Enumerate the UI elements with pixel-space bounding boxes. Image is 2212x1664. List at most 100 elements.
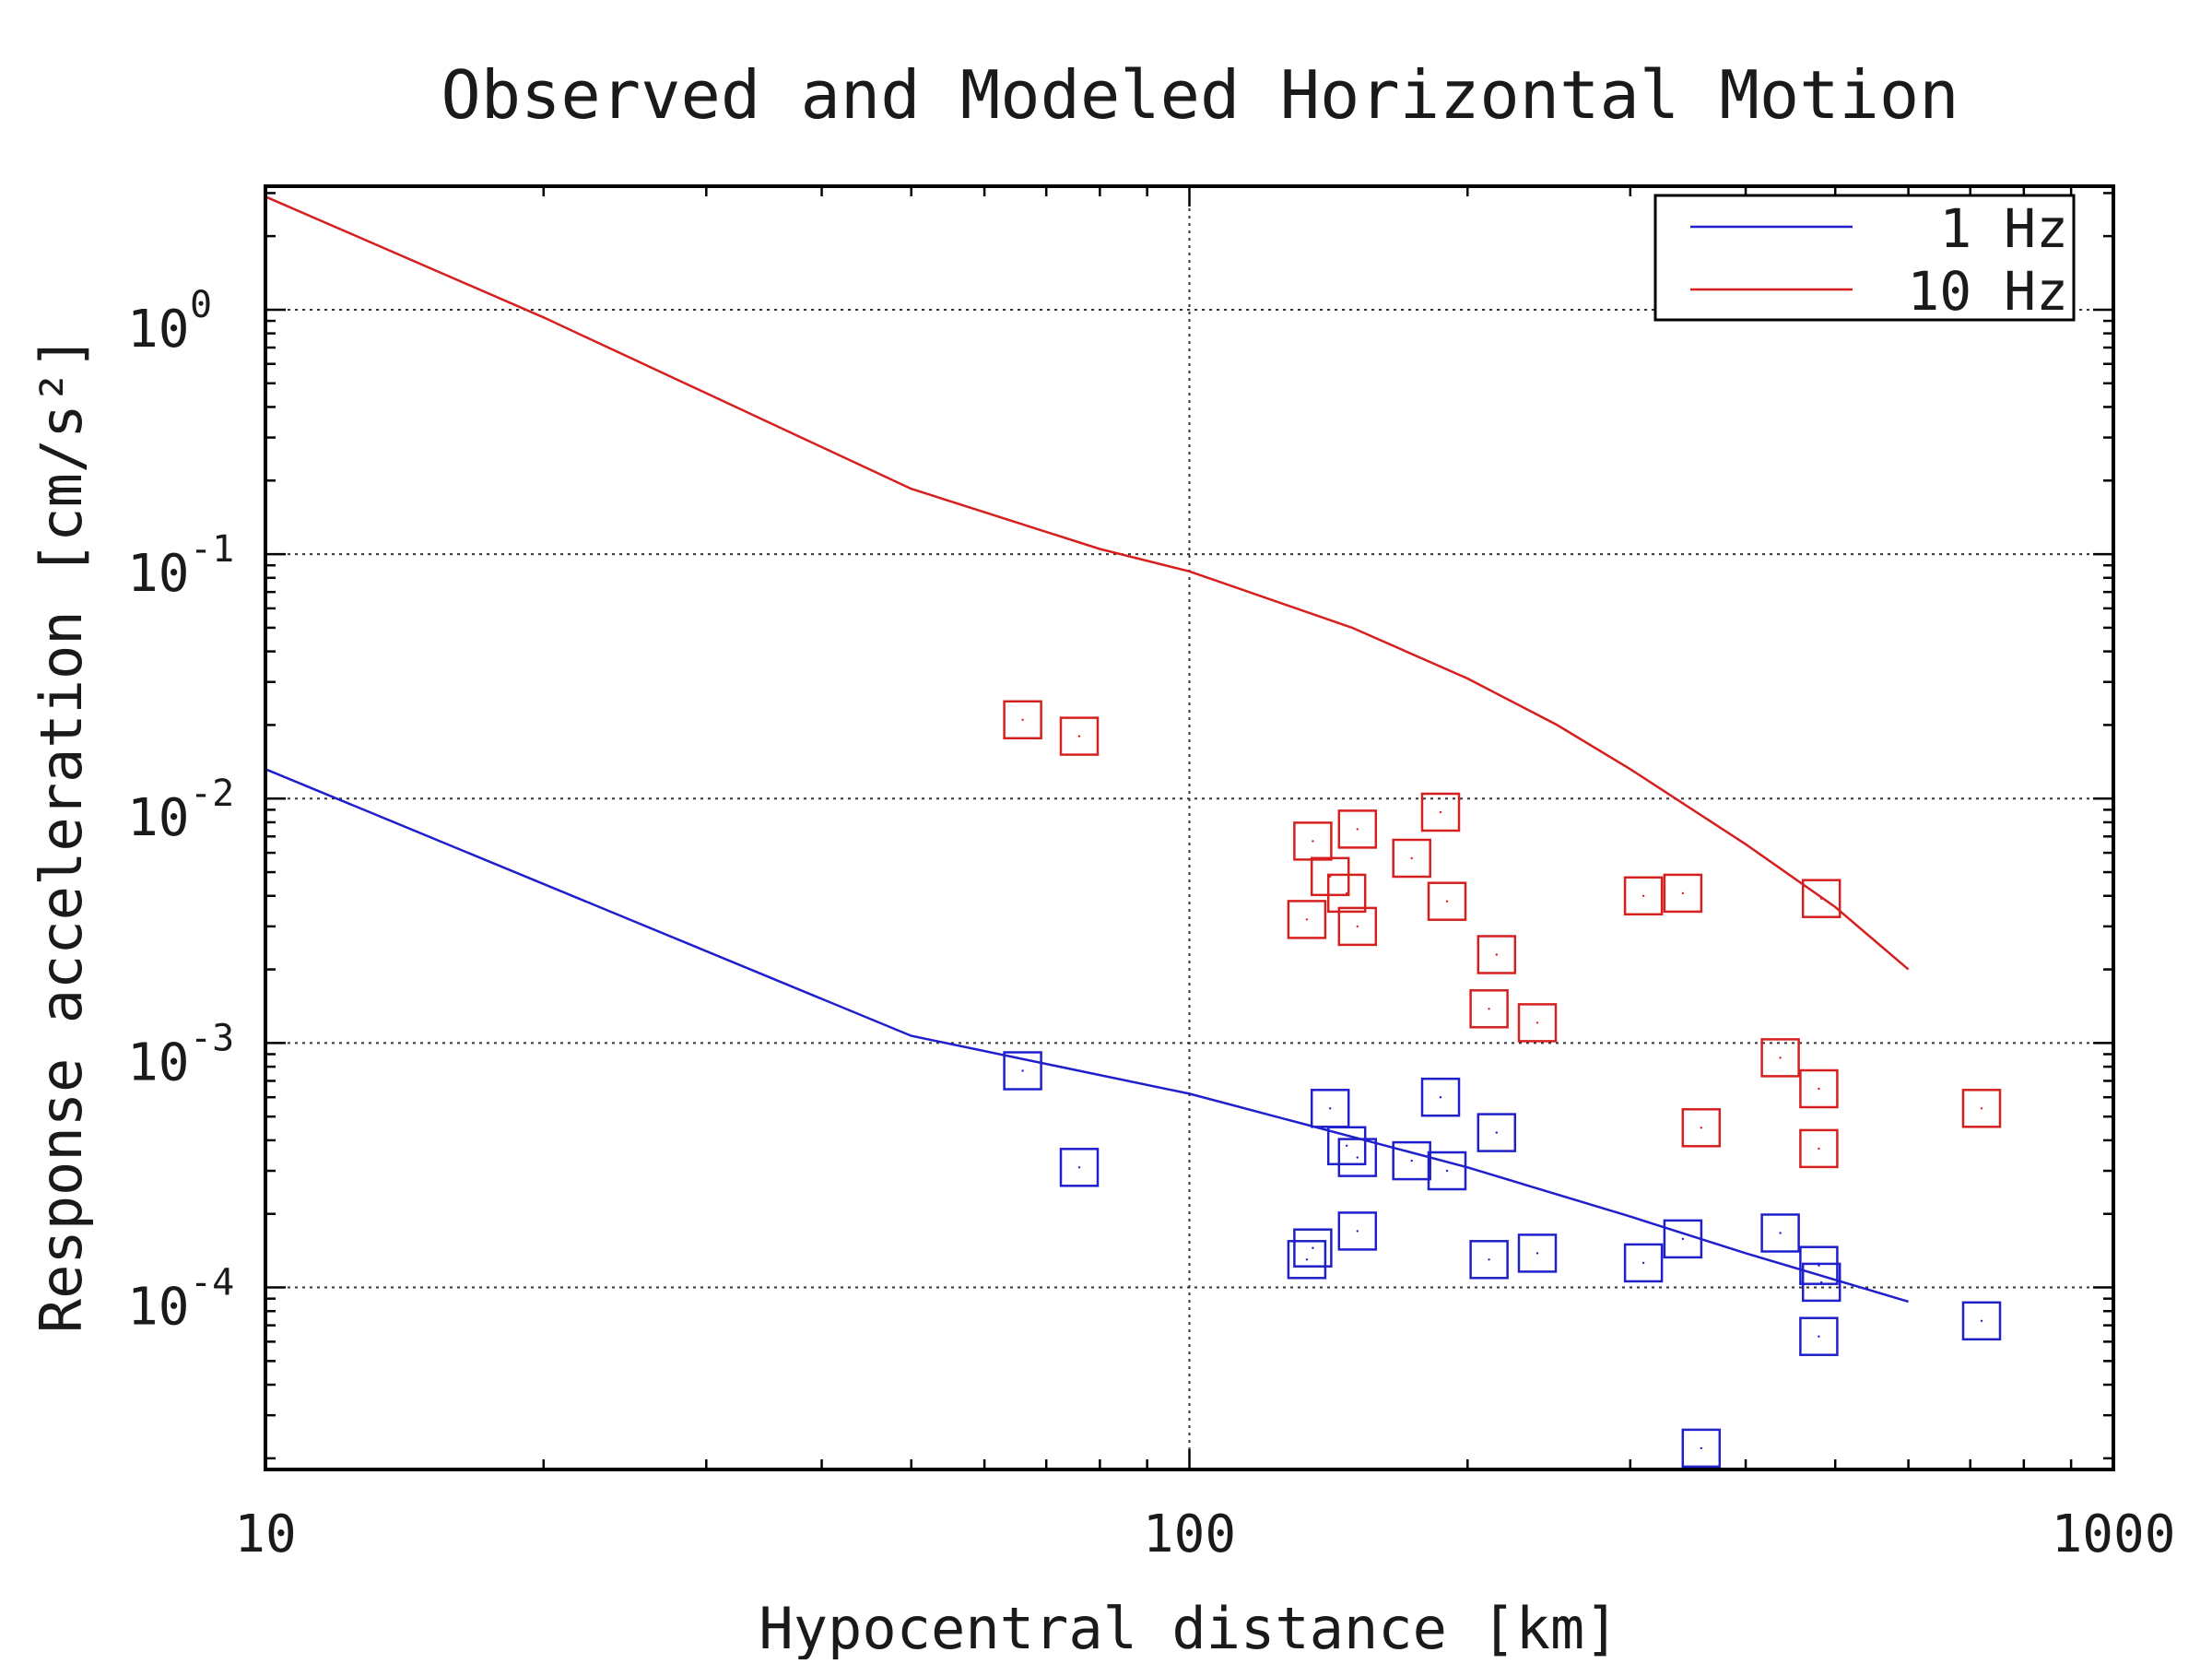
y-tick-label-base: 10 bbox=[127, 1033, 189, 1092]
data-point-center bbox=[1346, 1144, 1348, 1148]
data-point-center bbox=[1356, 828, 1359, 831]
data-point-center bbox=[1346, 891, 1348, 895]
y-tick-label-base: 10 bbox=[127, 300, 189, 360]
series-line-10hz bbox=[265, 195, 1910, 971]
data-point-marker bbox=[1326, 873, 1367, 914]
data-point-marker bbox=[1337, 906, 1378, 947]
y-tick-label-exponent: -1 bbox=[190, 528, 234, 571]
data-point-center bbox=[1980, 1319, 1983, 1323]
series-line-1hz bbox=[265, 768, 1909, 1304]
legend-label-10hz: 10 Hz bbox=[1907, 260, 2068, 323]
data-point-center bbox=[1021, 718, 1024, 721]
y-tick-label-exponent: -4 bbox=[190, 1262, 234, 1304]
data-point-marker bbox=[1760, 1213, 1800, 1253]
data-point-marker bbox=[1469, 1240, 1509, 1280]
data-point-center bbox=[1535, 1252, 1539, 1255]
data-point-center bbox=[1329, 875, 1332, 878]
y-tick-label-base: 10 bbox=[127, 544, 189, 604]
data-point-center bbox=[1535, 1021, 1539, 1024]
data-point-marker bbox=[1477, 1113, 1517, 1152]
data-point-center bbox=[1488, 1258, 1490, 1261]
legend-box bbox=[1653, 194, 2076, 322]
data-point-marker bbox=[1799, 1316, 1839, 1356]
data-point-marker bbox=[1392, 1140, 1431, 1181]
data-point-center bbox=[1980, 1107, 1983, 1110]
data-point-center bbox=[1329, 1107, 1332, 1110]
data-point-center bbox=[1445, 900, 1449, 903]
chart-title: Observed and Modeled Horizontal Motion bbox=[441, 56, 1959, 134]
y-tick-label-exponent: 0 bbox=[190, 284, 212, 326]
data-point-center bbox=[1077, 1166, 1081, 1169]
data-point-center bbox=[1021, 1069, 1024, 1072]
data-point-marker bbox=[1799, 1128, 1839, 1169]
data-point-marker bbox=[1427, 1151, 1467, 1191]
data-point-marker bbox=[1517, 1003, 1558, 1043]
data-point-marker bbox=[1681, 1428, 1722, 1469]
data-point-center bbox=[1445, 1169, 1449, 1173]
data-point-center bbox=[1779, 1232, 1782, 1234]
data-point-marker bbox=[1681, 1108, 1722, 1148]
data-point-center bbox=[1312, 1246, 1314, 1249]
data-point-center bbox=[1681, 891, 1685, 895]
data-point-marker bbox=[1326, 1126, 1367, 1166]
data-point-center bbox=[1818, 1335, 1820, 1338]
series-lines bbox=[265, 195, 1910, 1304]
data-point-marker bbox=[1961, 1089, 2002, 1128]
plot-frame bbox=[264, 184, 2115, 1471]
data-point-center bbox=[1495, 1131, 1499, 1134]
data-point-center bbox=[1410, 856, 1413, 860]
data-point-center bbox=[1681, 1237, 1685, 1241]
y-tick-label-base: 10 bbox=[127, 788, 189, 848]
data-point-center bbox=[1495, 953, 1499, 956]
data-point-marker bbox=[1961, 1301, 2002, 1341]
y-tick-label: 10 -4 bbox=[127, 1262, 234, 1338]
data-point-center bbox=[1641, 1261, 1645, 1265]
x-axis-label: Hypocentral distance [km] bbox=[759, 1595, 1618, 1659]
y-tick-label-exponent: -2 bbox=[190, 773, 234, 815]
y-tick-label: 10 -3 bbox=[127, 1017, 234, 1092]
grid-lines bbox=[265, 186, 2113, 1469]
y-tick-label: 10 -2 bbox=[127, 773, 234, 848]
data-point-marker bbox=[1517, 1233, 1558, 1273]
data-point-marker bbox=[1420, 792, 1461, 832]
data-point-center bbox=[1356, 1156, 1359, 1159]
data-point-center bbox=[1410, 1159, 1413, 1162]
data-point-center bbox=[1439, 810, 1442, 814]
data-point-marker bbox=[1663, 1219, 1703, 1259]
data-point-marker bbox=[1469, 989, 1509, 1029]
y-tick-label: 10 -1 bbox=[127, 528, 234, 604]
data-point-center bbox=[1312, 840, 1314, 843]
y-axis-label: Response acceleration [cm/s²] bbox=[28, 336, 95, 1334]
x-tick-labels: 10 100 1000 bbox=[234, 1505, 2175, 1564]
data-point-marker bbox=[1477, 935, 1517, 974]
data-point-center bbox=[1439, 1096, 1442, 1099]
data-point-center bbox=[1488, 1008, 1490, 1010]
data-point-marker bbox=[1623, 1243, 1664, 1283]
data-point-marker bbox=[1310, 856, 1350, 897]
data-point-center bbox=[1305, 918, 1309, 921]
data-point-center bbox=[1818, 1147, 1820, 1151]
data-point-center bbox=[1641, 894, 1645, 897]
data-point-marker bbox=[1420, 1077, 1461, 1117]
data-point-marker bbox=[1293, 1228, 1333, 1268]
data-point-center bbox=[1356, 925, 1359, 928]
legend-label-1hz: 1 Hz bbox=[1939, 197, 2068, 260]
data-point-marker bbox=[1337, 1138, 1378, 1177]
data-point-marker bbox=[1059, 1148, 1100, 1187]
data-point-marker bbox=[1287, 900, 1327, 939]
x-tick-label: 100 bbox=[1143, 1505, 1236, 1564]
data-point-center bbox=[1818, 1087, 1820, 1091]
data-point-marker bbox=[1003, 700, 1042, 740]
data-point-center bbox=[1356, 1230, 1359, 1233]
data-point-marker bbox=[1059, 716, 1100, 756]
data-point-marker bbox=[1799, 1068, 1839, 1109]
data-point-marker bbox=[1337, 809, 1378, 849]
data-point-marker bbox=[1287, 1240, 1327, 1280]
y-tick-label-base: 10 bbox=[127, 1278, 189, 1338]
x-tick-label: 1000 bbox=[2052, 1505, 2176, 1564]
data-point-marker bbox=[1392, 838, 1431, 879]
data-point-marker bbox=[1337, 1211, 1378, 1251]
data-point-center bbox=[1700, 1446, 1703, 1450]
